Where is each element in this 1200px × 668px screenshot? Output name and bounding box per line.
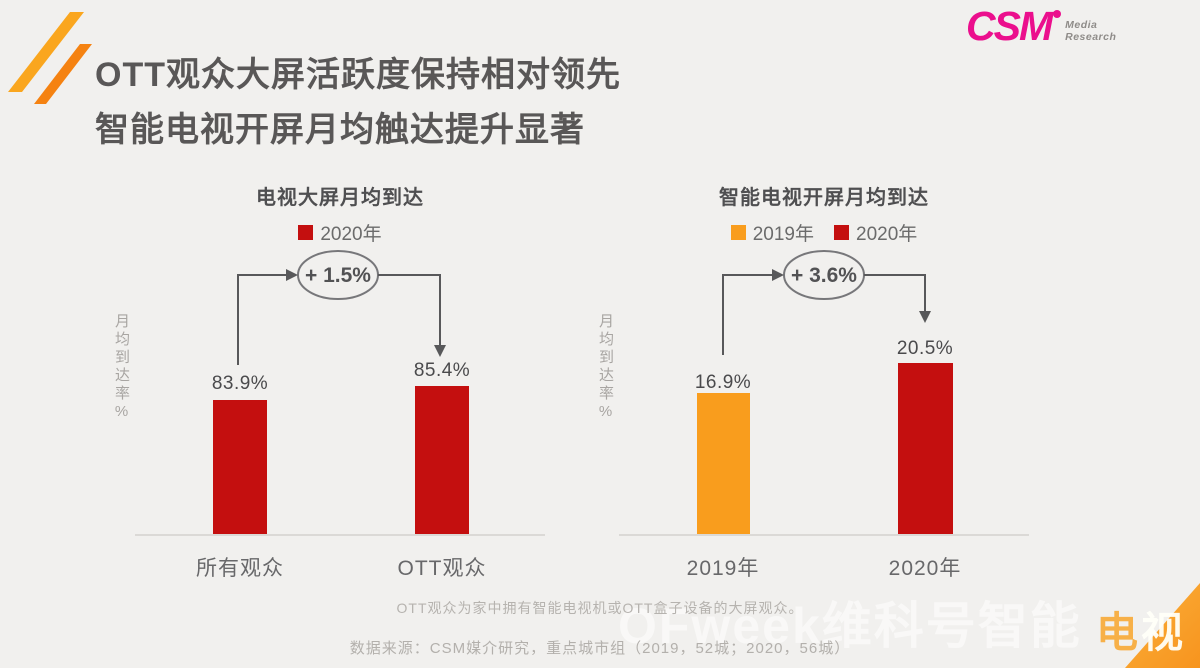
chart-title: 智能电视开屏月均到达 [719,187,929,209]
value-label: 83.9% [211,373,269,394]
arrow-line-right [864,274,926,311]
arrow-line-left [722,274,772,355]
chart-title: 电视大屏月均到达 [256,187,424,209]
bar [213,400,267,535]
y-axis-label: 月均到达率% [597,313,614,423]
legend-swatch-icon [730,225,746,240]
legend-label: 2020年 [320,224,382,245]
annotation-value: + 1.5% [305,264,371,287]
category-label: 2019年 [686,557,760,580]
value-label: 85.4% [413,360,471,381]
footnote: OTT观众为家中拥有智能电视机或OTT盒子设备的大屏观众。 [396,600,804,616]
page-title: OTT观众大屏活跃度保持相对领先 智能电视开屏月均触达提升显著 [95,48,621,158]
slash-icon [34,44,92,104]
arrow-right-icon [772,269,784,281]
watermark-corner: 电 视 [1096,612,1183,654]
growth-annotation: + 1.5% [237,250,446,365]
watermark-char: 视 [1141,609,1184,656]
value-label: 16.9% [694,372,752,393]
arrow-down-icon [919,311,931,323]
legend-item: 2020年 [298,219,382,246]
arrow-line-left [237,274,286,365]
data-source: 数据来源：CSM媒介研究，重点城市组（2019，52城；2020，56城） [349,640,851,657]
brand-name: CSM [966,3,1053,49]
growth-annotation: + 3.6% [722,250,931,355]
category-label: 所有观众 [196,557,284,580]
arrow-right-icon [286,269,298,281]
x-axis [619,534,1029,536]
x-axis [135,534,545,536]
chart-legend: 2020年 [105,219,575,246]
slash-decoration [8,12,92,104]
category-label: 2020年 [888,557,962,580]
value-label: 20.5% [896,338,954,359]
title-line-2: 智能电视开屏月均触达提升显著 [95,111,585,149]
bar [697,393,750,535]
chart-tv-big-screen: 电视大屏月均到达 2020年 + 1.5% 月均到达率% 83.9% 85.4%… [105,175,575,595]
csm-logo: CSM Media Research [966,6,1116,47]
category-label: OTT观众 [397,557,487,580]
legend-swatch-icon [834,225,849,240]
brand-dot-icon [1053,10,1062,18]
y-axis-label: 月均到达率% [113,313,130,423]
arrow-down-icon [434,345,446,357]
bar [898,363,953,535]
arrow-line-right [378,274,441,345]
legend-item: 2020年 [834,219,917,246]
slash-icon [8,12,84,92]
title-line-1: OTT观众大屏活跃度保持相对领先 [95,56,621,94]
chart-legend: 2019年 2020年 [589,219,1059,246]
brand-sub-line1: Media [1065,19,1098,31]
watermark-char: 电 [1096,609,1139,656]
brand-subtitle: Media Research [1065,19,1116,43]
brand-sub-line2: Research [1065,31,1117,44]
legend-label: 2020年 [856,224,918,245]
annotation-value: + 3.6% [791,264,857,287]
chart-smart-tv-boot: 智能电视开屏月均到达 2019年 2020年 + 3.6% 月均到达率% 16.… [589,175,1059,595]
watermark: OFweek维科号智能 [618,598,1082,654]
legend-swatch-icon [298,225,314,240]
legend-item: 2019年 [730,219,814,246]
legend-label: 2019年 [752,224,814,245]
bar [415,386,469,535]
